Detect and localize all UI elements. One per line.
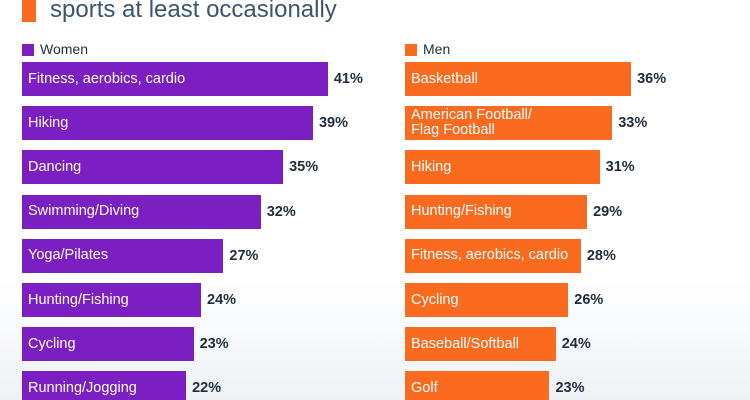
- value-label: 23%: [555, 380, 585, 397]
- bar: [22, 283, 202, 317]
- category-label: Dancing: [28, 158, 82, 175]
- bar: [22, 194, 261, 229]
- value-label: 39%: [318, 115, 348, 132]
- category-label: Hunting/Fishing: [411, 203, 512, 220]
- value-label: 24%: [561, 336, 591, 353]
- category-label: Yoga/Pilates: [28, 247, 109, 264]
- value-label: 31%: [605, 159, 635, 176]
- value-label: 35%: [289, 159, 319, 176]
- value-label: 33%: [618, 115, 648, 132]
- bar: [405, 150, 600, 185]
- value-label: 26%: [574, 292, 604, 308]
- value-label: 41%: [333, 71, 363, 87]
- category-label: Baseball/Softball: [411, 335, 520, 352]
- category-label: Cycling: [28, 335, 76, 352]
- bar: [405, 371, 550, 400]
- category-label: Basketball: [411, 70, 478, 87]
- legend-swatch: [405, 44, 417, 56]
- category-label: Fitness, aerobics, cardio: [28, 70, 186, 87]
- title-marker: [22, 0, 36, 22]
- category-label: Swimming/Diving: [28, 203, 140, 220]
- bar: [22, 106, 313, 141]
- category-label: Running/Jogging: [28, 379, 137, 396]
- value-label: 36%: [637, 71, 667, 87]
- bar: [405, 106, 613, 141]
- bar: [405, 327, 556, 362]
- bar: [22, 238, 224, 273]
- value-label: 32%: [266, 203, 296, 220]
- legend-label: Men: [423, 41, 451, 57]
- value-label: 27%: [229, 247, 259, 264]
- bar: [405, 62, 632, 96]
- category-label: Cycling: [411, 291, 459, 308]
- category-label: Golf: [411, 379, 438, 396]
- value-label: 28%: [586, 247, 616, 264]
- chart-title: sports at least occasionally: [50, 0, 337, 23]
- bar: [22, 150, 284, 185]
- category-label: Hiking: [411, 158, 452, 175]
- bar: [405, 194, 588, 229]
- legend-label: Women: [40, 41, 88, 57]
- category-label: Hunting/Fishing: [28, 291, 129, 308]
- bar: [22, 327, 194, 362]
- legend-swatch: [22, 44, 34, 56]
- value-label: 29%: [593, 203, 623, 220]
- category-label: Fitness, aerobics, cardio: [411, 247, 569, 264]
- bar: [405, 283, 569, 317]
- value-label: 23%: [199, 336, 229, 353]
- bar: [22, 371, 187, 400]
- value-label: 24%: [207, 292, 237, 308]
- bar: [22, 62, 328, 96]
- value-label: 22%: [192, 380, 222, 397]
- category-label: American Football/ Flag Football: [411, 107, 532, 139]
- category-label: Hiking: [28, 114, 69, 131]
- bar: [405, 238, 581, 273]
